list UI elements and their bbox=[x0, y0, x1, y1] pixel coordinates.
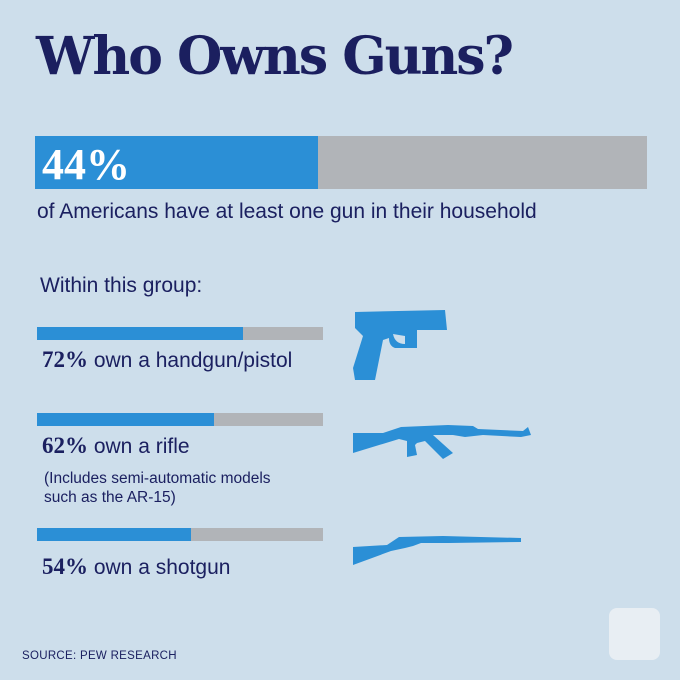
handgun-icon bbox=[353, 310, 447, 380]
rifle-percent: 62% bbox=[42, 433, 88, 458]
rifle-text: own a rifle bbox=[88, 435, 190, 458]
rifle-bar-track bbox=[37, 413, 323, 426]
shotgun-text: own a shotgun bbox=[88, 556, 231, 579]
rifle-note-line2: such as the AR-15) bbox=[44, 489, 176, 506]
page-title: Who Owns Guns? bbox=[36, 26, 514, 87]
shotgun-bar-track bbox=[37, 528, 323, 541]
rifle-label: 62% own a rifle bbox=[42, 433, 190, 459]
source-note: SOURCE: PEW RESEARCH bbox=[22, 650, 177, 662]
rifle-bar-fill bbox=[37, 413, 215, 426]
handgun-percent: 72% bbox=[42, 347, 88, 372]
handgun-bar-fill bbox=[37, 327, 243, 340]
shotgun-percent: 54% bbox=[42, 554, 88, 579]
handgun-label: 72% own a handgun/pistol bbox=[42, 347, 292, 373]
headline-percent: 44% bbox=[42, 140, 130, 189]
handgun-bar-track bbox=[37, 327, 323, 340]
headline-caption: of Americans have at least one gun in th… bbox=[37, 200, 537, 223]
subheading: Within this group: bbox=[40, 274, 203, 297]
rd-logo bbox=[609, 608, 660, 660]
rifle-icon bbox=[353, 425, 531, 459]
shotgun-label: 54% own a shotgun bbox=[42, 554, 230, 580]
shotgun-icon bbox=[353, 536, 521, 565]
rifle-note-line1: (Includes semi-automatic models bbox=[44, 470, 271, 487]
rifle-note: (Includes semi-automatic models such as t… bbox=[44, 469, 271, 507]
shotgun-bar-fill bbox=[37, 528, 192, 541]
headline-bar-track bbox=[35, 136, 647, 189]
handgun-text: own a handgun/pistol bbox=[88, 349, 293, 372]
headline-bar-fill bbox=[35, 136, 318, 189]
